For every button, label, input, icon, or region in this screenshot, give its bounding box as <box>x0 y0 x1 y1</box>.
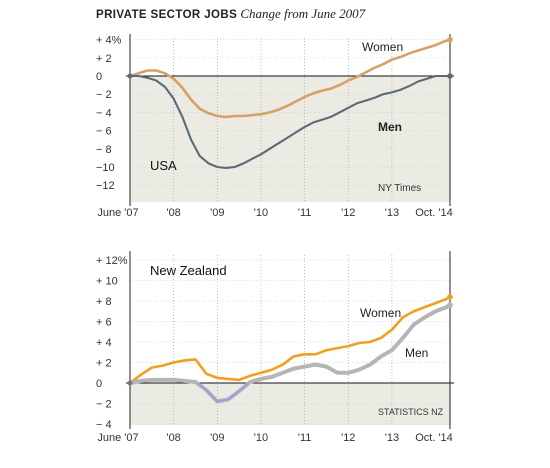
x-tick-label-us: '10 <box>254 207 268 219</box>
chart-subtitle: Change from June 2007 <box>240 6 366 21</box>
y-tick-label-nz: + 10 <box>96 276 118 288</box>
x-tick-label-us: '13 <box>385 207 399 219</box>
series-end-dot-nz-men <box>447 302 453 308</box>
series-end-dot-nz-women <box>447 294 453 300</box>
source-label-nz: STATISTICS NZ <box>378 407 444 417</box>
y-tick-label-us: −12 <box>96 180 115 192</box>
y-tick-label-nz: − 4 <box>96 419 112 431</box>
start-dot-us <box>127 73 133 79</box>
x-tick-label-nz: '10 <box>254 432 268 444</box>
y-tick-label-us: + 4% <box>96 35 122 47</box>
series-line-us-women <box>128 38 452 119</box>
x-tick-label-nz: '12 <box>341 432 355 444</box>
y-tick-label-us: −10 <box>96 162 115 174</box>
y-tick-label-nz: + 12% <box>96 255 128 267</box>
x-tick-label-nz: '09 <box>210 432 224 444</box>
region-label-nz: New Zealand <box>150 263 227 278</box>
series-end-dot-us-men <box>447 73 453 79</box>
region-label-us: USA <box>150 158 177 173</box>
start-dot-nz <box>127 380 133 386</box>
x-tick-label-us: June '07 <box>97 207 138 219</box>
series-line-nz-men <box>128 303 452 404</box>
x-tick-label-us: '11 <box>298 207 312 219</box>
y-tick-label-nz: + 2 <box>96 358 112 370</box>
series-label-us-women: Women <box>362 40 403 54</box>
y-tick-label-us: + 2 <box>96 53 112 65</box>
y-tick-label-nz: + 4 <box>96 337 112 349</box>
series-negative-segment-nz-men <box>197 382 250 403</box>
x-tick-label-us: Oct. '14 <box>415 207 453 219</box>
series-line-us-men <box>128 74 452 169</box>
y-tick-label-us: − 4 <box>96 107 112 119</box>
y-tick-label-nz: + 8 <box>96 296 112 308</box>
series-line-nz-women <box>128 295 452 385</box>
x-tick-label-nz: Oct. '14 <box>415 432 453 444</box>
series-label-nz-women: Women <box>360 306 401 320</box>
x-tick-label-nz: June '07 <box>97 432 138 444</box>
y-tick-label-us: − 6 <box>96 126 112 138</box>
y-tick-label-us: 0 <box>96 71 102 83</box>
x-tick-label-nz: '08 <box>166 432 180 444</box>
x-tick-label-nz: '13 <box>385 432 399 444</box>
x-tick-label-us: '09 <box>210 207 224 219</box>
x-tick-label-us: '08 <box>166 207 180 219</box>
y-tick-label-nz: 0 <box>96 378 102 390</box>
source-label-us: NY Times <box>378 183 421 194</box>
y-tick-label-us: − 2 <box>96 89 112 101</box>
series-label-us-men: Men <box>378 120 402 134</box>
y-tick-label-nz: + 6 <box>96 317 112 329</box>
x-tick-label-us: '12 <box>341 207 355 219</box>
series-end-dot-us-women <box>447 36 453 43</box>
x-tick-label-nz: '11 <box>298 432 312 444</box>
negative-shade-us <box>130 76 450 202</box>
y-tick-label-nz: − 2 <box>96 399 112 411</box>
chart-header: PRIVATE SECTOR JOBS Change from June 200… <box>96 6 365 22</box>
series-label-nz-men: Men <box>405 346 428 360</box>
chart-title: PRIVATE SECTOR JOBS <box>96 9 238 21</box>
negative-shade-nz <box>130 383 450 425</box>
y-tick-label-us: − 8 <box>96 144 112 156</box>
